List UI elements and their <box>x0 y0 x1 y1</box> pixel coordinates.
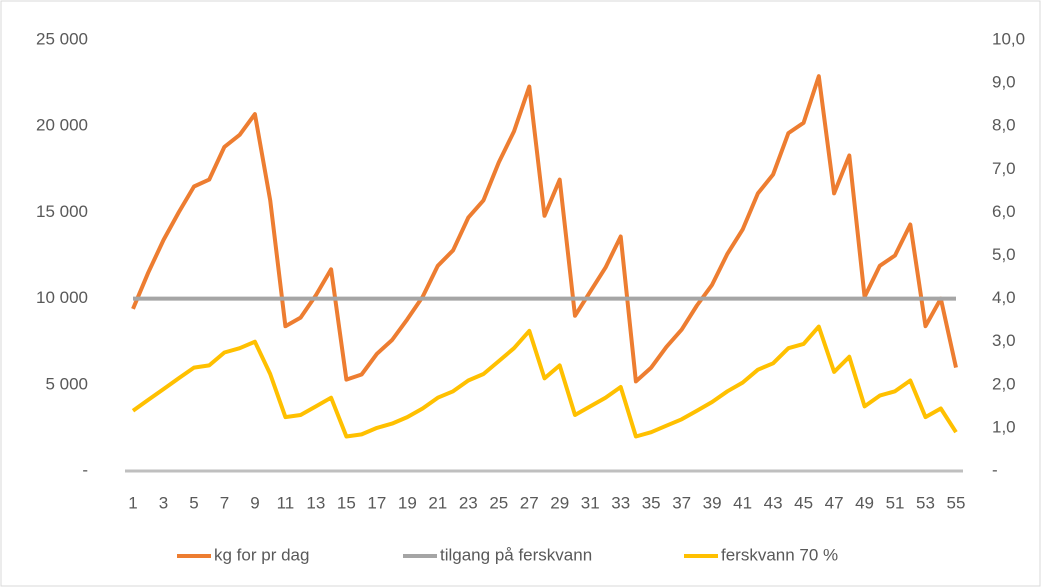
x-tick-label: 21 <box>428 493 447 512</box>
y-tick-label: - <box>82 460 88 479</box>
y2-tick-label: 5,0 <box>992 245 1016 264</box>
x-tick-label: 35 <box>642 493 661 512</box>
x-tick-label: 53 <box>916 493 935 512</box>
x-tick-label: 27 <box>520 493 539 512</box>
x-tick-label: 51 <box>886 493 905 512</box>
y2-tick-label: 7,0 <box>992 159 1016 178</box>
x-tick-label: 3 <box>159 493 168 512</box>
x-tick-label: 15 <box>337 493 356 512</box>
x-tick-label: 33 <box>611 493 630 512</box>
x-tick-label: 25 <box>489 493 508 512</box>
x-tick-label: 5 <box>189 493 198 512</box>
x-tick-label: 45 <box>794 493 813 512</box>
x-tick-label: 1 <box>128 493 137 512</box>
y2-tick-label: 10,0 <box>992 29 1025 48</box>
x-tick-label: 29 <box>550 493 569 512</box>
y2-tick-label: - <box>992 460 998 479</box>
series-line <box>131 74 958 384</box>
y2-tick-label: 9,0 <box>992 73 1016 92</box>
y2-tick-label: 8,0 <box>992 116 1016 135</box>
x-tick-label: 37 <box>672 493 691 512</box>
x-tick-label: 17 <box>367 493 386 512</box>
series-line <box>131 324 958 439</box>
y2-tick-label: 1,0 <box>992 417 1016 436</box>
x-tick-label: 9 <box>250 493 259 512</box>
y-tick-label: 25 000 <box>36 29 88 48</box>
x-tick-label: 49 <box>855 493 874 512</box>
y-tick-label: 15 000 <box>36 202 88 221</box>
x-tick-label: 31 <box>581 493 600 512</box>
y-tick-label: 10 000 <box>36 288 88 307</box>
x-tick-label: 13 <box>306 493 325 512</box>
y2-tick-label: 3,0 <box>992 331 1016 350</box>
legend-label: ferskvann 70 % <box>721 545 838 564</box>
legend-label: tilgang på ferskvann <box>440 545 592 564</box>
x-tick-label: 47 <box>825 493 844 512</box>
x-tick-label: 41 <box>733 493 752 512</box>
x-tick-label: 11 <box>277 493 295 512</box>
x-tick-label: 7 <box>220 493 229 512</box>
y2-tick-label: 2,0 <box>992 374 1016 393</box>
x-tick-label: 19 <box>398 493 417 512</box>
y-tick-label: 5 000 <box>45 374 88 393</box>
x-tick-label: 43 <box>764 493 783 512</box>
x-tick-label: 55 <box>947 493 966 512</box>
x-tick-label: 39 <box>703 493 722 512</box>
x-tick-label: 23 <box>459 493 478 512</box>
legend-label: kg for pr dag <box>214 545 309 564</box>
y-tick-label: 20 000 <box>36 116 88 135</box>
y2-tick-label: 4,0 <box>992 288 1016 307</box>
y2-tick-label: 6,0 <box>992 202 1016 221</box>
